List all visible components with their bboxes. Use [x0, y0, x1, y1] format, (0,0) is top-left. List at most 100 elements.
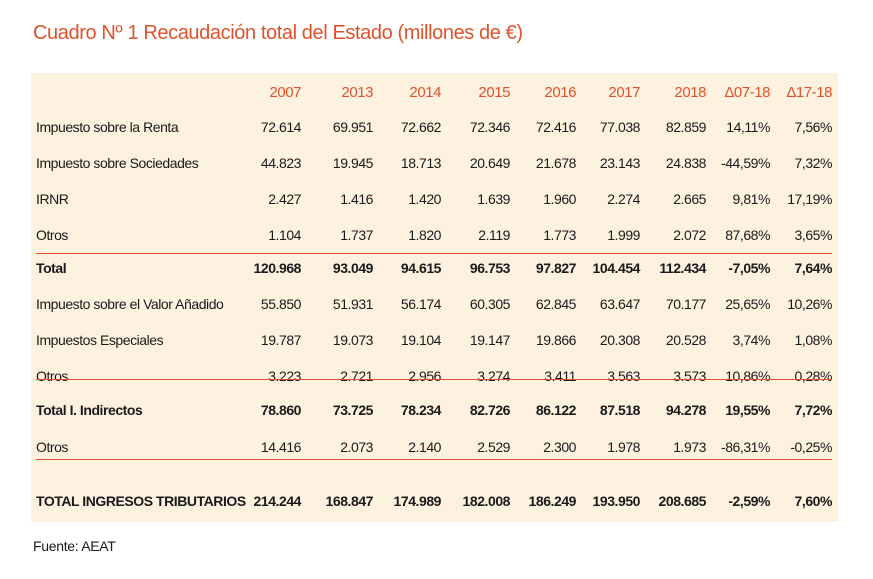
column-header: Δ07-18 — [724, 83, 770, 101]
table-cell: 1.973 — [673, 439, 706, 455]
table-row: Impuestos Especiales 19.787 19.073 19.104 19… — [31, 325, 838, 355]
revenue-table: 2007 2013 2014 2015 2016 2017 2018 Δ07-18 Δ17-18… — [31, 73, 838, 522]
table-cell: 72.662 — [400, 119, 442, 135]
table-cell: 70.177 — [665, 296, 707, 312]
table-cell: 21.678 — [535, 155, 577, 171]
table-row: Otros 1.104 1.737 1.820 2.119 1.773 1.999 2.072… — [31, 220, 838, 250]
table-cell: 20.308 — [599, 332, 641, 348]
table-cell: 87,68% — [725, 227, 770, 243]
table-cell: 19.866 — [535, 332, 577, 348]
table-cell: 10,26% — [787, 296, 832, 312]
table-cell: 20.528 — [665, 332, 707, 348]
table-cell: 93.049 — [332, 260, 374, 276]
table-cell: 0,28% — [794, 368, 833, 384]
table-cell: -7,05% — [728, 260, 770, 276]
table-cell: -44,59% — [721, 155, 770, 171]
row-label: Impuesto sobre Sociedades — [36, 155, 199, 171]
table-cell: 7,56% — [794, 119, 833, 135]
table-cell: 3,74% — [732, 332, 771, 348]
header-row: 2007 2013 2014 2015 2016 2017 2018 Δ07-18 Δ17-18 — [31, 77, 838, 107]
column-header: 2016 — [544, 83, 576, 101]
table-cell: 44.823 — [260, 155, 302, 171]
table-cell: 3.411 — [544, 368, 576, 384]
table-cell: 214.244 — [253, 493, 302, 509]
table-cell: 14.416 — [260, 439, 302, 455]
table-cell: 2.140 — [408, 439, 441, 455]
table-cell: 72.346 — [469, 119, 511, 135]
table-cell: 55.850 — [260, 296, 302, 312]
table-cell: 112.434 — [659, 260, 706, 276]
table-cell: 2.721 — [340, 368, 373, 384]
table-cell: 2.274 — [607, 191, 640, 207]
table-cell: 1.999 — [607, 227, 640, 243]
table-cell: 19.787 — [260, 332, 302, 348]
table-cell: 1,08% — [794, 332, 833, 348]
column-header: 2015 — [478, 83, 510, 101]
table-row: Impuesto sobre Sociedades 44.823 19.945 18.… — [31, 148, 838, 178]
table-cell: 9,81% — [732, 191, 771, 207]
table-cell: 56.174 — [400, 296, 442, 312]
table-cell: 19.945 — [332, 155, 374, 171]
table-cell: 25,65% — [725, 296, 770, 312]
table-row: Total I. Indirectos 78.860 73.725 78.234 82.… — [31, 395, 838, 425]
table-cell: 174.989 — [393, 493, 442, 509]
table-cell: 60.305 — [469, 296, 511, 312]
table-cell: 19.073 — [332, 332, 374, 348]
table-cell: 104.454 — [592, 260, 641, 276]
table-cell: 94.278 — [665, 402, 707, 418]
table-cell: 120.968 — [253, 260, 302, 276]
table-cell: 19.147 — [469, 332, 511, 348]
table-cell: 3.223 — [268, 368, 301, 384]
table-cell: 1.960 — [543, 191, 576, 207]
table-cell: 86.122 — [535, 402, 577, 418]
column-header: 2013 — [341, 83, 373, 101]
table-cell: 2.665 — [673, 191, 706, 207]
table-row: IRNR 2.427 1.416 1.420 1.639 1.960 2.274 2.665 9… — [31, 184, 838, 214]
table-cell: 51.931 — [332, 296, 374, 312]
table-cell: 1.639 — [477, 191, 510, 207]
table-cell: 3.274 — [477, 368, 510, 384]
column-header: 2007 — [269, 83, 301, 101]
divider — [36, 379, 832, 380]
table-cell: 23.143 — [599, 155, 641, 171]
table-row: Otros 14.416 2.073 2.140 2.529 2.300 1.978 1.97… — [31, 432, 838, 462]
table-cell: 18.713 — [400, 155, 442, 171]
table-cell: 2.529 — [477, 439, 510, 455]
table-cell: 182.008 — [462, 493, 511, 509]
table-cell: 1.820 — [408, 227, 441, 243]
row-label: Otros — [36, 368, 68, 384]
table-cell: 82.726 — [469, 402, 511, 418]
table-cell: 7,72% — [794, 402, 833, 418]
table-cell: 7,64% — [794, 260, 833, 276]
table-row: Otros 3.223 2.721 2.956 3.274 3.411 3.563 3.573… — [31, 361, 838, 391]
table-cell: 1.420 — [408, 191, 441, 207]
table-cell: 78.234 — [400, 402, 442, 418]
table-cell: 19,55% — [725, 402, 770, 418]
row-label: Impuesto sobre el Valor Añadido — [36, 296, 224, 312]
table-cell: 2.300 — [543, 439, 576, 455]
table-cell: 1.978 — [607, 439, 640, 455]
table-cell: 97.827 — [535, 260, 577, 276]
table-cell: 82.859 — [665, 119, 707, 135]
source-note: Fuente: AEAT — [33, 538, 116, 554]
table-cell: 2.427 — [268, 191, 301, 207]
table-cell: 94.615 — [400, 260, 442, 276]
table-cell: 208.685 — [658, 493, 707, 509]
table-cell: -0,25% — [790, 439, 832, 455]
table-cell: 17,19% — [787, 191, 832, 207]
table-cell: 3.573 — [673, 368, 706, 384]
column-header: 2014 — [409, 83, 441, 101]
table-cell: 78.860 — [260, 402, 302, 418]
table-cell: 77.038 — [599, 119, 641, 135]
table-cell: 168.847 — [325, 493, 374, 509]
table-cell: 186.249 — [528, 493, 577, 509]
table-cell: 3,65% — [794, 227, 833, 243]
table-cell: 63.647 — [599, 296, 641, 312]
table-cell: 24.838 — [665, 155, 707, 171]
table-cell: 14,11% — [726, 119, 770, 135]
table-row: Total 120.968 93.049 94.615 96.753 97.827 104.… — [31, 253, 838, 283]
row-label: Total — [36, 260, 67, 276]
table-cell: 72.614 — [260, 119, 302, 135]
table-cell: 2.072 — [673, 227, 706, 243]
table-cell: 72.416 — [535, 119, 577, 135]
